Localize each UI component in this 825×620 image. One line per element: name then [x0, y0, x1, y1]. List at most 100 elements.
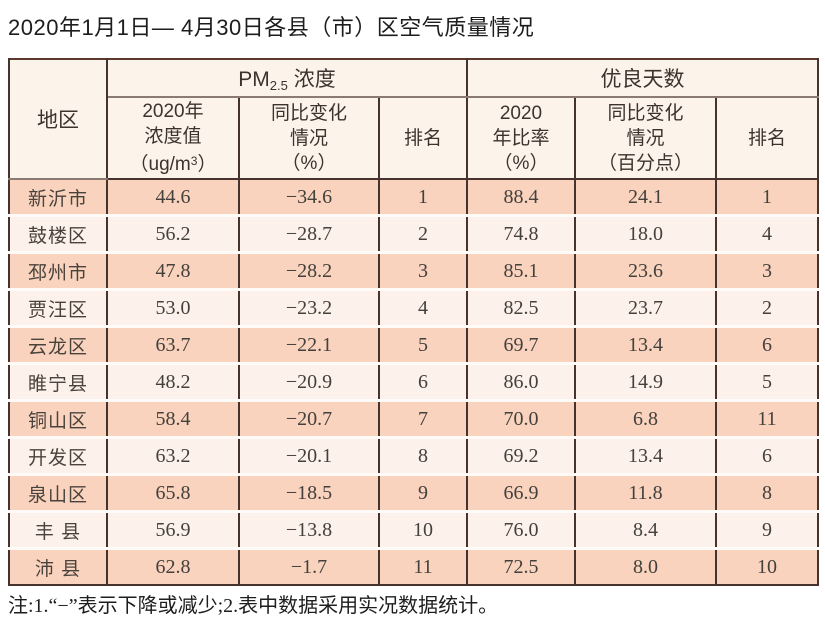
value-cell: 10	[714, 547, 820, 586]
table-row: 泉山区 65.8 −18.5 9 66.9 11.8 8	[8, 473, 820, 512]
value-cell: −28.2	[238, 251, 380, 290]
value-cell: 1	[714, 179, 820, 216]
table-row: 鼓楼区 56.2 −28.7 2 74.8 18.0 4	[8, 214, 820, 253]
header-region: 地区	[8, 59, 108, 180]
pm-label-prefix: PM	[238, 68, 270, 91]
header-line: 浓度值	[144, 126, 202, 147]
table-row: 丰 县 56.9 −13.8 10 76.0 8.4 9	[8, 510, 820, 549]
value-cell: 86.0	[466, 362, 576, 401]
value-cell: 23.6	[574, 251, 717, 290]
table-row: 沛 县 62.8 −1.7 11 72.5 8.0 10	[8, 547, 820, 586]
value-cell: 5	[378, 325, 468, 364]
header-line: 同比变化	[607, 102, 684, 124]
value-cell: 4	[714, 214, 820, 253]
air-quality-table: 地区 PM2.5 浓度 优良天数 2020年 浓度值 （ug/m3） 同比变化 …	[8, 58, 820, 586]
value-cell: 53.0	[106, 288, 240, 327]
table-row: 睢宁县 48.2 −20.9 6 86.0 14.9 5	[8, 362, 820, 401]
value-cell: 2	[714, 288, 820, 327]
value-cell: −28.7	[238, 214, 380, 253]
header-line: （百分点）	[597, 152, 693, 174]
value-cell: 88.4	[466, 179, 576, 216]
value-cell: −18.5	[238, 473, 380, 512]
region-cell: 邳州市	[8, 251, 108, 290]
pm-label-suffix: 浓度	[287, 68, 336, 91]
value-cell: 44.6	[106, 179, 240, 216]
value-cell: 8.0	[574, 547, 717, 586]
header-line: 年比率	[492, 127, 550, 149]
unit-text: ）	[197, 154, 217, 175]
region-cell: 铜山区	[8, 399, 108, 438]
value-cell: −20.9	[238, 362, 380, 401]
region-cell: 鼓楼区	[8, 214, 108, 253]
region-cell: 开发区	[8, 436, 108, 475]
value-cell: 13.4	[574, 325, 717, 364]
value-cell: 58.4	[106, 399, 240, 438]
header-pm-value: 2020年 浓度值 （ug/m3）	[106, 97, 240, 180]
value-cell: 23.7	[574, 288, 717, 327]
value-cell: 9	[378, 473, 468, 512]
header-gd-rank: 排名	[714, 97, 820, 180]
value-cell: 72.5	[466, 547, 576, 586]
table-row: 云龙区 63.7 −22.1 5 69.7 13.4 6	[8, 325, 820, 364]
header-pm-rank: 排名	[378, 97, 468, 180]
value-cell: 62.8	[106, 547, 240, 586]
region-cell: 云龙区	[8, 325, 108, 364]
region-cell: 睢宁县	[8, 362, 108, 401]
header-line: （%）	[281, 152, 337, 174]
header-line: 情况	[626, 127, 665, 149]
value-cell: 24.1	[574, 179, 717, 216]
table-row: 铜山区 58.4 −20.7 7 70.0 6.8 11	[8, 399, 820, 438]
table-row: 新沂市 44.6 −34.6 1 88.4 24.1 1	[8, 179, 820, 216]
footnote: 注:1.“−”表示下降或减少;2.表中数据采用实况数据统计。	[8, 595, 499, 617]
value-cell: 6	[714, 436, 820, 475]
table-header: 地区 PM2.5 浓度 优良天数 2020年 浓度值 （ug/m3） 同比变化 …	[8, 59, 820, 180]
value-cell: 7	[378, 399, 468, 438]
value-cell: 14.9	[574, 362, 717, 401]
table-row: 开发区 63.2 −20.1 8 69.2 13.4 6	[8, 436, 820, 475]
header-line: （ug/m3）	[109, 149, 237, 177]
value-cell: 76.0	[466, 510, 576, 549]
header-line: 同比变化	[270, 102, 347, 124]
value-cell: 69.2	[466, 436, 576, 475]
table-body: 新沂市 44.6 −34.6 1 88.4 24.1 1 鼓楼区 56.2 −28.7 2 74.8 1…	[8, 179, 820, 586]
value-cell: 3	[378, 251, 468, 290]
header-line: 2020年	[142, 101, 204, 122]
value-cell: 70.0	[466, 399, 576, 438]
value-cell: 6.8	[574, 399, 717, 438]
value-cell: 8	[714, 473, 820, 512]
header-line: 情况	[289, 127, 328, 149]
value-cell: 11	[378, 547, 468, 586]
value-cell: 69.7	[466, 325, 576, 364]
header-group-pm25: PM2.5 浓度	[106, 59, 468, 98]
value-cell: 8.4	[574, 510, 717, 549]
header-line: （%）	[493, 152, 549, 174]
value-cell: 65.8	[106, 473, 240, 512]
pm-label-subscript: 2.5	[269, 78, 288, 93]
header-pm-change: 同比变化 情况 （%）	[238, 97, 380, 180]
header-line: 2020	[499, 102, 543, 124]
value-cell: 47.8	[106, 251, 240, 290]
region-cell: 贾汪区	[8, 288, 108, 327]
value-cell: −34.6	[238, 179, 380, 216]
value-cell: 9	[714, 510, 820, 549]
value-cell: 8	[378, 436, 468, 475]
value-cell: 85.1	[466, 251, 576, 290]
value-cell: 3	[714, 251, 820, 290]
value-cell: 1	[378, 179, 468, 216]
value-cell: 63.7	[106, 325, 240, 364]
unit-superscript: 3	[190, 154, 198, 168]
value-cell: 6	[714, 325, 820, 364]
value-cell: 10	[378, 510, 468, 549]
value-cell: −23.2	[238, 288, 380, 327]
value-cell: 48.2	[106, 362, 240, 401]
header-gd-change: 同比变化 情况 （百分点）	[574, 97, 717, 180]
value-cell: 63.2	[106, 436, 240, 475]
table-row: 邳州市 47.8 −28.2 3 85.1 23.6 3	[8, 251, 820, 290]
value-cell: 6	[378, 362, 468, 401]
value-cell: 5	[714, 362, 820, 401]
header-group-good-days: 优良天数	[465, 59, 820, 98]
value-cell: 56.2	[106, 214, 240, 253]
value-cell: −22.1	[238, 325, 380, 364]
value-cell: 2	[378, 214, 468, 253]
